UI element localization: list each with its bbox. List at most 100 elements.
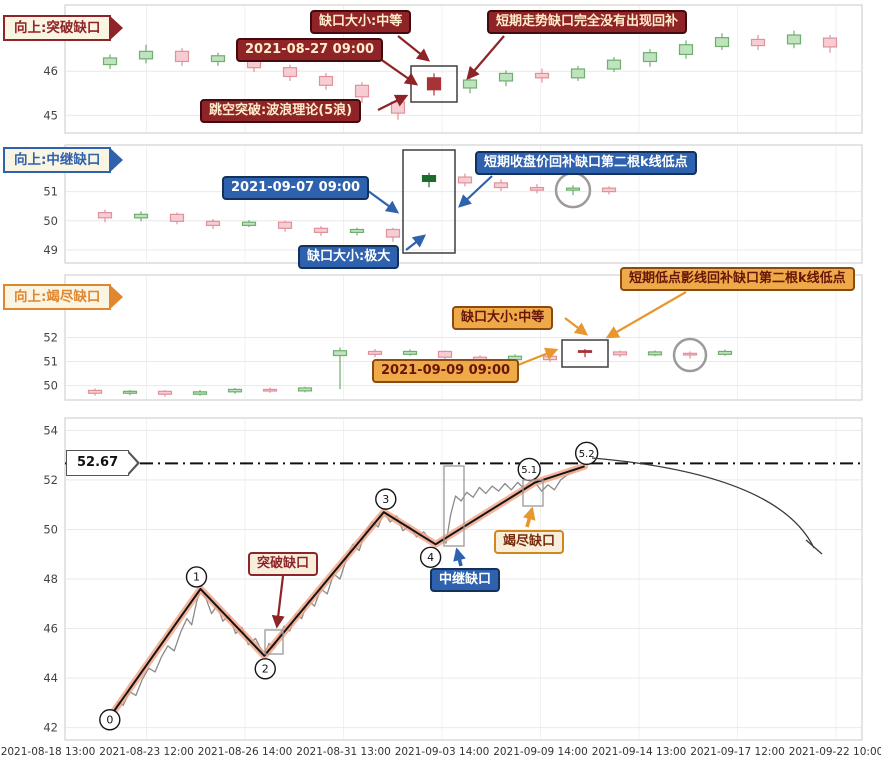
price-line xyxy=(112,465,585,714)
badge-breakout-wave-theory: 跳空突破:波浪理论(5浪) xyxy=(200,99,362,123)
candle-down xyxy=(390,101,406,114)
y-tick-label: 50 xyxy=(43,214,58,228)
wave-line xyxy=(111,465,585,714)
candle-down xyxy=(318,75,334,86)
badge-exhaustion-time: 2021-09-09 09:00 xyxy=(372,359,520,383)
candle-down xyxy=(385,228,401,238)
banner-breakout-gap: 向上:突破缺口 xyxy=(3,15,124,41)
wave-point-label: 3 xyxy=(382,493,389,506)
price-level-pointer: 52.67 xyxy=(66,449,141,477)
candle-down xyxy=(367,350,383,355)
candle-down xyxy=(750,38,766,47)
candle-up xyxy=(241,221,257,227)
candle-up xyxy=(102,57,118,66)
candle-up xyxy=(210,55,226,63)
candle-down xyxy=(174,50,190,63)
candle-up xyxy=(227,388,243,393)
candle-up xyxy=(642,52,658,63)
badge-breakout-gap-size: 缺口大小:中等 xyxy=(310,10,412,34)
badge-exhaustion-gap-size: 缺口大小:中等 xyxy=(452,306,554,330)
price-level-label: 52.67 xyxy=(77,455,119,471)
candle-down xyxy=(601,187,617,193)
candle-down xyxy=(493,182,509,189)
candle-up xyxy=(192,391,208,395)
x-tick-label: 2021-09-17 12:00 xyxy=(690,746,785,758)
candle-up xyxy=(647,351,663,356)
candle-down xyxy=(97,211,113,219)
badge-exhaustion-fill-rule: 短期低点影线回补缺口第二根k线低点 xyxy=(620,267,855,291)
y-tick-label: 51 xyxy=(43,185,58,199)
x-tick-label: 2021-08-18 13:00 xyxy=(1,746,96,758)
badge-continuation-time: 2021-09-07 09:00 xyxy=(222,176,370,200)
x-tick-label: 2021-09-09 14:00 xyxy=(493,746,588,758)
y-tick-label: 46 xyxy=(43,622,58,636)
candle-up xyxy=(678,44,694,56)
wave-point-label: 0 xyxy=(106,714,113,727)
x-tick-label: 2021-08-23 12:00 xyxy=(99,746,194,758)
wave-highlight xyxy=(109,462,589,717)
candle-up xyxy=(122,390,138,394)
banner-exhaustion-gap: 向上:竭尽缺口 xyxy=(3,284,124,310)
y-tick-label: 46 xyxy=(43,64,58,78)
badge-breakout-no-fill: 短期走势缺口完全没有出现回补 xyxy=(487,10,688,34)
y-tick-label: 42 xyxy=(43,721,58,735)
candle-up xyxy=(133,213,149,219)
x-tick-label: 2021-09-14 13:00 xyxy=(592,746,687,758)
candle-down xyxy=(169,213,185,222)
candle-down xyxy=(534,72,550,79)
x-tick-label: 2021-09-22 10:00 xyxy=(789,746,881,758)
x-tick-label: 2021-08-26 14:00 xyxy=(198,746,293,758)
wave-point-label: 5.2 xyxy=(579,449,595,460)
wave-point-label: 2 xyxy=(262,663,269,676)
wave-point-label: 4 xyxy=(427,551,434,564)
candle-down xyxy=(542,355,558,361)
candle-up xyxy=(570,68,586,79)
wave-point-marker xyxy=(254,658,276,680)
badge-breakout-time: 2021-08-27 09:00 xyxy=(236,38,384,62)
candle-down xyxy=(277,221,293,229)
gap-candle xyxy=(421,174,437,183)
wave-point-label: 1 xyxy=(193,571,200,584)
candle-down xyxy=(822,37,838,48)
candle-up xyxy=(349,228,365,234)
candle-up xyxy=(297,387,313,392)
candle-up xyxy=(714,37,730,48)
candle-down xyxy=(262,388,278,392)
candle-down xyxy=(354,84,370,98)
candle-down xyxy=(157,390,173,395)
y-tick-label: 48 xyxy=(43,572,58,586)
y-tick-label: 54 xyxy=(43,423,58,437)
badge-continuation-fill-rule: 短期收盘价回补缺口第二根k线低点 xyxy=(475,151,697,175)
candle-up xyxy=(402,350,418,355)
candle-up xyxy=(498,72,514,82)
candle-up xyxy=(565,187,581,191)
candle-up xyxy=(606,59,622,70)
badge-wave-exhaustion-gap: 竭尽缺口 xyxy=(494,530,565,554)
y-tick-label: 52 xyxy=(43,473,58,487)
y-tick-label: 51 xyxy=(43,355,58,369)
wave-point-marker xyxy=(375,488,397,510)
badge-wave-continuation-gap: 中继缺口 xyxy=(430,568,501,592)
wave-point-marker xyxy=(185,566,208,588)
gap-candle xyxy=(577,350,593,353)
panel-frame xyxy=(64,417,863,741)
candle-up xyxy=(462,79,478,89)
wave-point-label: 5.1 xyxy=(521,465,537,476)
candle-down xyxy=(457,176,473,184)
candle-up xyxy=(138,50,154,60)
candle-down xyxy=(87,389,103,394)
banner-continuation-gap: 向上:中继缺口 xyxy=(3,147,124,173)
candle-up xyxy=(717,350,733,355)
y-tick-label: 50 xyxy=(43,522,58,536)
y-tick-label: 44 xyxy=(43,671,58,685)
badge-wave-breakout-gap: 突破缺口 xyxy=(248,552,319,576)
gap-candle xyxy=(426,77,442,91)
wave-point-marker xyxy=(99,709,121,731)
panel-frame xyxy=(64,274,863,401)
highlight-circle xyxy=(672,337,708,373)
badge-continuation-gap-size: 缺口大小:极大 xyxy=(298,245,400,269)
y-tick-label: 52 xyxy=(43,331,58,345)
wave-point-marker xyxy=(419,546,442,569)
